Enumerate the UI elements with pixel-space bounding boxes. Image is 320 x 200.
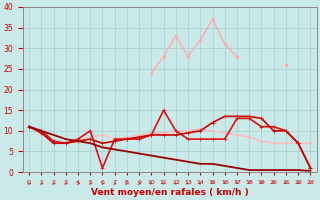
X-axis label: Vent moyen/en rafales ( km/h ): Vent moyen/en rafales ( km/h ) bbox=[91, 188, 249, 197]
